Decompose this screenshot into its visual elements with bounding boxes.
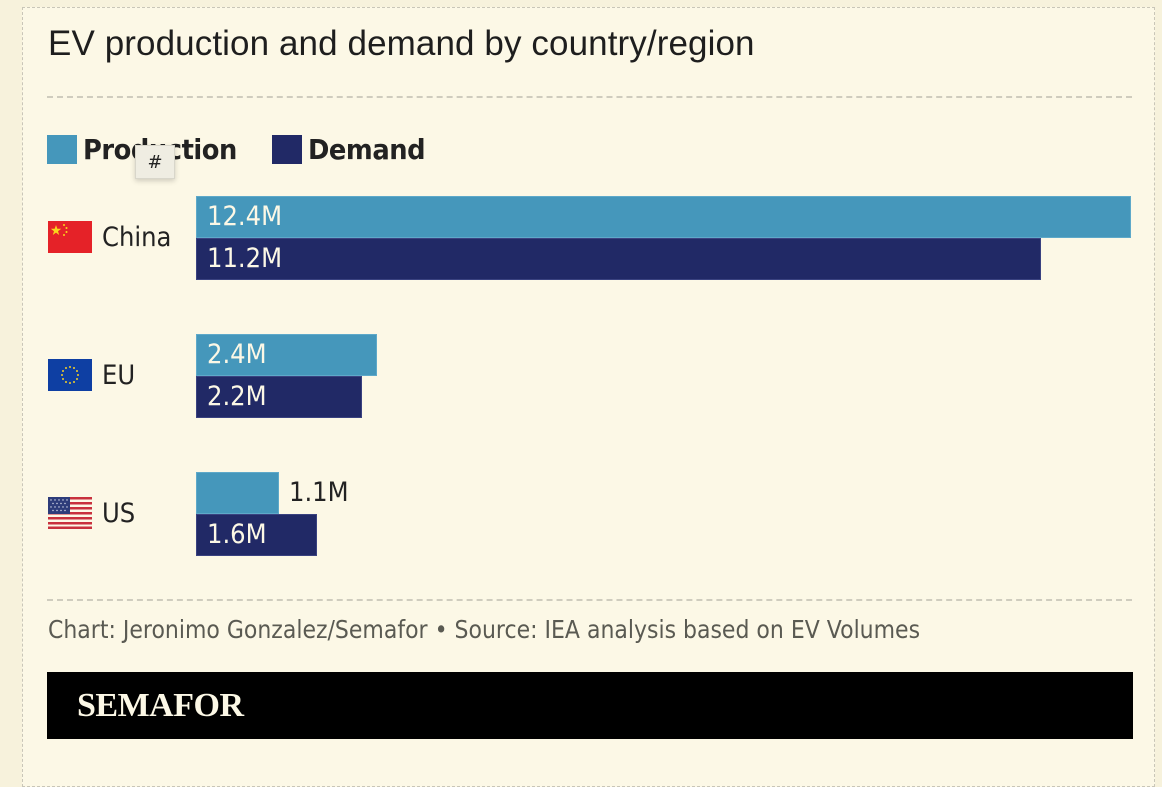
row-label-eu: EU [48,359,139,391]
country-label: China [102,221,172,253]
footer-divider [47,599,1132,601]
china-flag-icon [48,221,92,253]
bar-china-production [196,196,1131,238]
brand-logo: SEMAFOR [77,686,244,724]
hash-tooltip[interactable]: # [135,145,175,179]
title-divider [47,96,1132,98]
country-label: EU [102,359,136,391]
row-label-us: US [48,497,139,529]
legend-swatch-production [47,134,77,164]
chart-card [22,7,1155,787]
country-label: US [102,497,136,529]
bar-label-eu-production: 2.4M [207,339,267,370]
legend-item-demand: Demand [272,133,435,166]
brand-bar: SEMAFOR [47,672,1133,739]
bar-china-demand [196,238,1041,280]
us-flag-icon [48,497,92,529]
bar-label-china-demand: 11.2M [207,243,283,274]
legend-label-demand: Demand [308,132,426,166]
bar-us-production [196,472,279,514]
bar-label-eu-demand: 2.2M [207,381,267,412]
bar-eu-demand [196,376,362,418]
source-note: Chart: Jeronimo Gonzalez/Semafor • Sourc… [48,615,921,644]
bar-us-demand [196,514,317,556]
bar-label-china-production: 12.4M [207,201,283,232]
eu-flag-icon [48,359,92,391]
bar-eu-production [196,334,377,376]
bar-label-us-production: 1.1M [289,477,349,508]
bar-label-us-demand: 1.6M [207,519,267,550]
legend-swatch-demand [272,134,303,164]
chart-title: EV production and demand by country/regi… [48,24,755,63]
row-label-china: China [48,221,179,253]
legend: Production Demand [47,133,458,166]
